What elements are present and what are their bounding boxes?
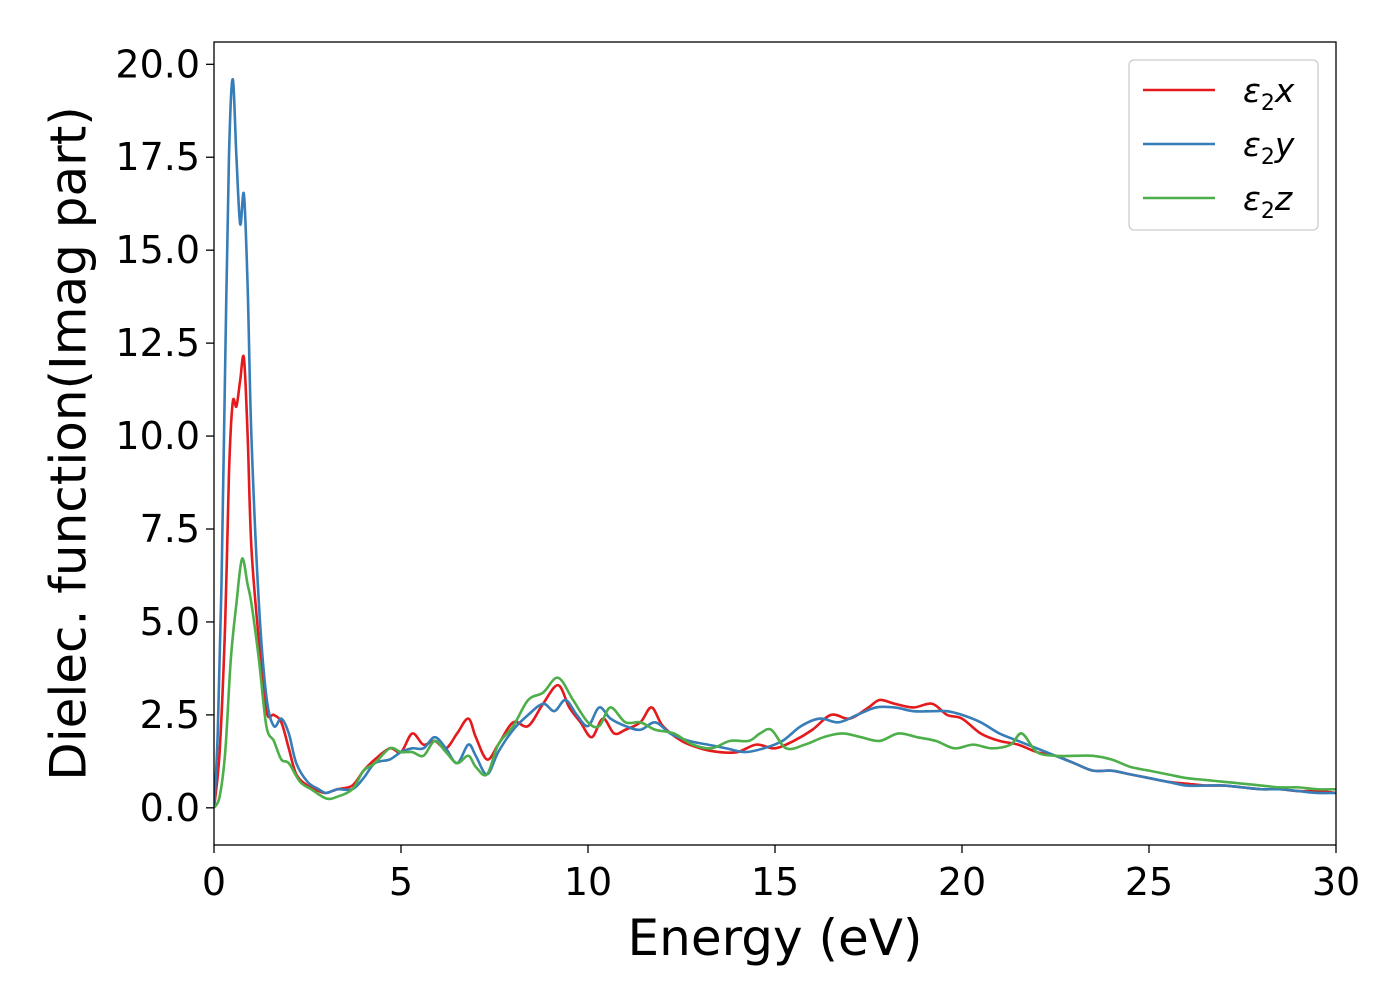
- y-tick-label: 5.0: [140, 600, 200, 644]
- legend: ε2x ε2y ε2z: [1128, 59, 1319, 231]
- y-tick-label: 12.5: [115, 321, 200, 365]
- y-tick-label: 7.5: [140, 507, 200, 551]
- x-tick-label: 0: [202, 860, 226, 904]
- x-tick-label: 25: [1125, 860, 1173, 904]
- x-tick-label: 20: [938, 860, 986, 904]
- legend-label-z: ε2z: [1243, 179, 1293, 224]
- x-tick-label: 30: [1312, 860, 1360, 904]
- y-tick-label: 10.0: [115, 414, 200, 458]
- y-axis: 0.0 2.5 5.0 7.5 10.0 12.5 15.0 17.5 20.0: [115, 42, 214, 830]
- legend-label-y: ε2y: [1243, 125, 1295, 170]
- series-line-z: [214, 557, 1336, 809]
- series-line-y: [214, 77, 1336, 808]
- x-axis: 0 5 10 15 20 25 30: [202, 845, 1360, 904]
- y-tick-label: 2.5: [140, 693, 200, 737]
- y-tick-label: 0.0: [140, 786, 200, 830]
- x-tick-label: 5: [389, 860, 413, 904]
- legend-box: [1128, 59, 1319, 231]
- series-layer: [214, 77, 1336, 809]
- x-tick-label: 10: [564, 860, 612, 904]
- x-axis-title: Energy (eV): [628, 909, 923, 967]
- y-tick-label: 15.0: [115, 228, 200, 272]
- x-tick-label: 15: [751, 860, 799, 904]
- y-tick-label: 20.0: [115, 42, 200, 86]
- y-axis-title: Dielec. function(Imag part): [40, 106, 98, 781]
- legend-label-x: ε2x: [1243, 71, 1295, 116]
- y-tick-label: 17.5: [115, 135, 200, 179]
